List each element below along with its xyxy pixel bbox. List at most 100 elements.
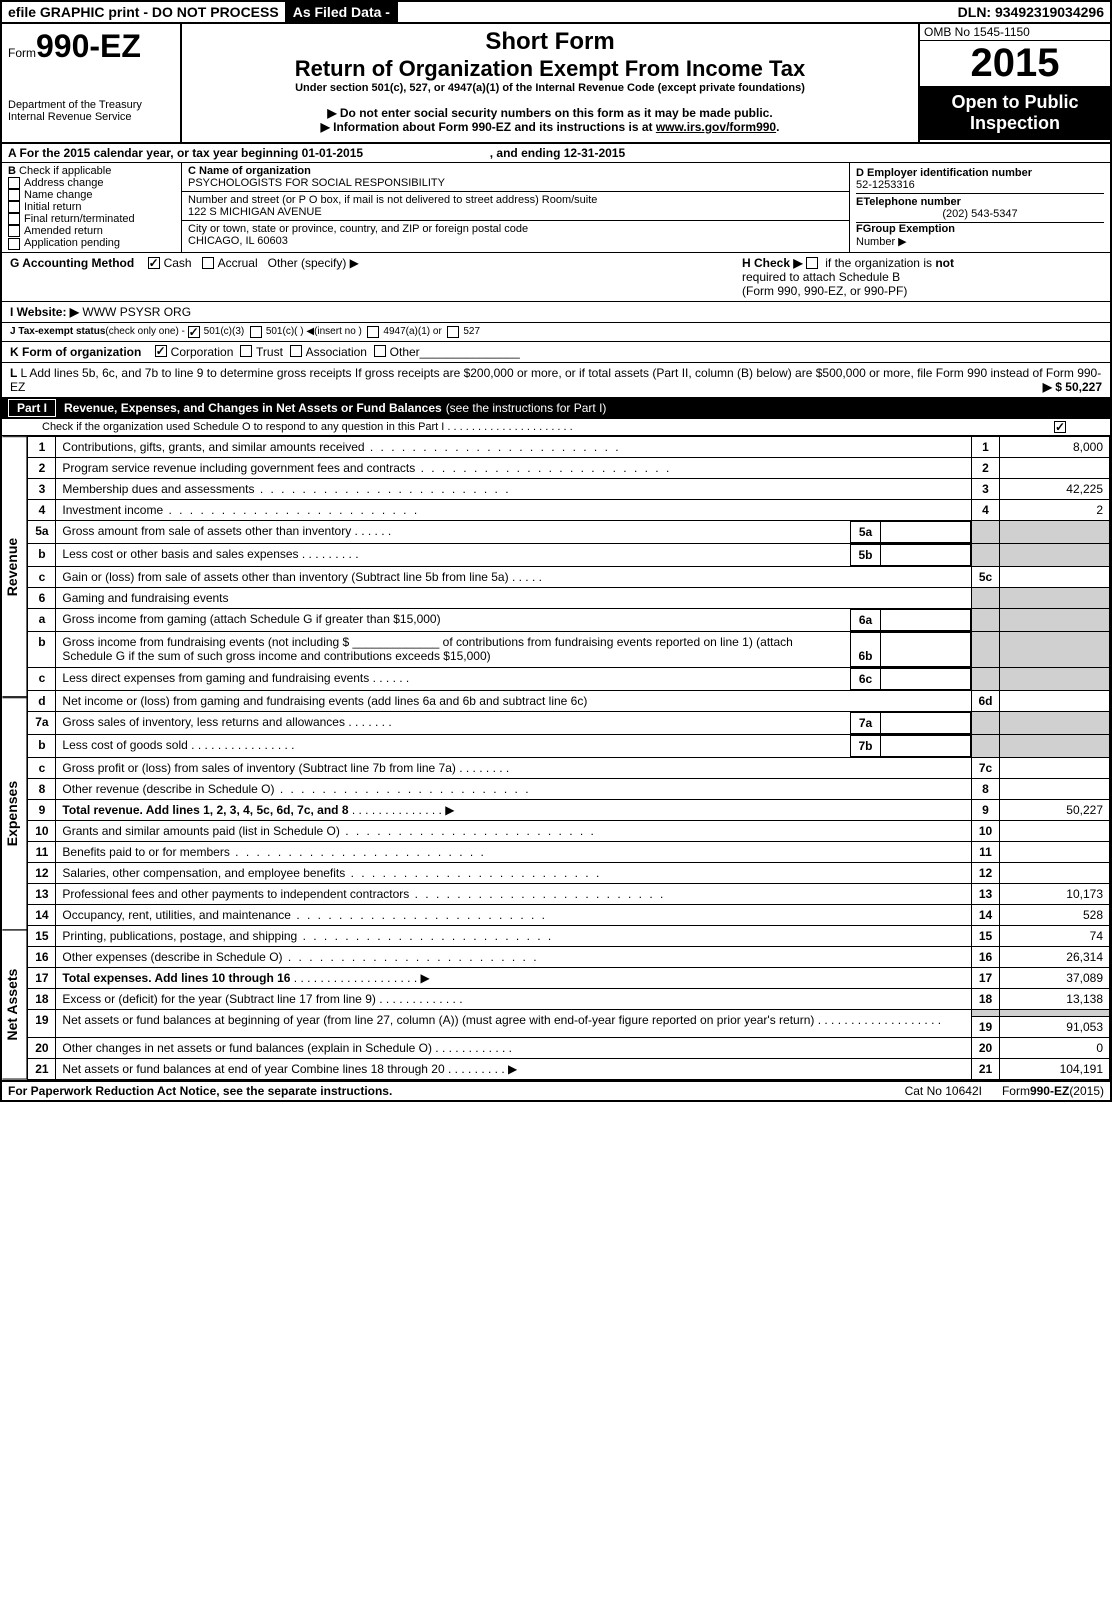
val-5c	[1000, 566, 1110, 587]
val-6d	[1000, 690, 1110, 711]
notice-1: ▶ Do not enter social security numbers o…	[192, 106, 908, 120]
part-1-check: Check if the organization used Schedule …	[2, 419, 1110, 436]
tax-year: 2015	[920, 41, 1110, 86]
footer-left: For Paperwork Reduction Act Notice, see …	[8, 1084, 392, 1098]
label-group-number: Number ▶	[856, 236, 907, 248]
section-b-to-f: B Check if applicable Address change Nam…	[2, 162, 1110, 252]
val-9: 50,227	[1000, 799, 1110, 820]
checkbox-corp[interactable]	[155, 345, 167, 357]
row-i: I Website: ▶ WWW PSYSR ORG	[2, 301, 1110, 322]
checkbox-final-return[interactable]	[8, 213, 20, 225]
footer-form: Form990-EZ(2015)	[1002, 1084, 1104, 1098]
checkbox-initial-return[interactable]	[8, 201, 20, 213]
checkbox-527[interactable]	[447, 326, 459, 338]
label-ein: D Employer identification number	[856, 167, 1104, 179]
org-address: 122 S MICHIGAN AVENUE	[188, 206, 843, 218]
side-labels: Revenue Expenses Net Assets	[2, 436, 27, 1080]
row-l: L L Add lines 5b, 6c, and 7b to line 9 t…	[2, 362, 1110, 397]
dept-line2: Internal Revenue Service	[8, 111, 174, 123]
checkbox-schedule-b[interactable]	[806, 257, 818, 269]
checkbox-trust[interactable]	[240, 345, 252, 357]
val-10	[1000, 820, 1110, 841]
lines-table: 1Contributions, gifts, grants, and simil…	[27, 436, 1110, 1080]
label-website: I Website: ▶	[10, 305, 79, 319]
return-title: Return of Organization Exempt From Incom…	[188, 56, 912, 82]
row-k: K Form of organization Corporation Trust…	[2, 341, 1110, 362]
row-g-h: G Accounting Method Cash Accrual Other (…	[2, 252, 1110, 301]
label-phone: ETelephone number	[856, 196, 1104, 208]
l-text: L Add lines 5b, 6c, and 7b to line 9 to …	[10, 366, 1101, 394]
row-j: J Tax-exempt status(check only one) - 50…	[2, 322, 1110, 341]
val-16: 26,314	[1000, 946, 1110, 967]
label-city: City or town, state or province, country…	[188, 223, 843, 235]
section-a: A For the 2015 calendar year, or tax yea…	[2, 142, 1110, 162]
val-11	[1000, 841, 1110, 862]
checkbox-cash[interactable]	[148, 257, 160, 269]
dln-label: DLN: 93492319034296	[952, 2, 1110, 22]
part-number: Part I	[8, 399, 56, 417]
val-15: 74	[1000, 925, 1110, 946]
side-expenses: Expenses	[2, 697, 27, 930]
checkbox-assoc[interactable]	[290, 345, 302, 357]
col-d: D Employer identification number 52-1253…	[850, 163, 1110, 252]
col-b: B Check if applicable Address change Nam…	[2, 163, 182, 252]
side-revenue: Revenue	[2, 436, 27, 697]
label-org-name: C Name of organization	[188, 165, 843, 177]
checkbox-address-change[interactable]	[8, 177, 20, 189]
phone: (202) 543-5347	[856, 208, 1104, 220]
checkbox-schedule-o[interactable]	[1054, 421, 1066, 433]
checkbox-501c[interactable]	[250, 326, 262, 338]
checkbox-other-org[interactable]	[374, 345, 386, 357]
footer-cat: Cat No 10642I	[905, 1084, 982, 1098]
label-tax-status: J Tax-exempt status	[10, 326, 105, 337]
part-sub: (see the instructions for Part I)	[446, 401, 607, 415]
val-7c	[1000, 757, 1110, 778]
checkbox-accrual[interactable]	[202, 257, 214, 269]
val-21: 104,191	[1000, 1058, 1110, 1079]
part-1-header: Part I Revenue, Expenses, and Changes in…	[2, 397, 1110, 419]
label-accounting: G Accounting Method	[10, 256, 134, 270]
label-form-org: K Form of organization	[10, 345, 141, 359]
checkbox-4947[interactable]	[367, 326, 379, 338]
val-3: 42,225	[1000, 478, 1110, 499]
efile-label: efile GRAPHIC print - DO NOT PROCESS	[2, 2, 285, 22]
omb-number: OMB No 1545-1150	[920, 24, 1110, 41]
form-header: Form990-EZ Department of the Treasury In…	[2, 24, 1110, 142]
col-c: C Name of organization PSYCHOLOGISTS FOR…	[182, 163, 850, 252]
val-2	[1000, 457, 1110, 478]
form-number: 990-EZ	[36, 28, 141, 64]
as-filed-box: As Filed Data -	[285, 2, 398, 22]
checkbox-501c3[interactable]	[188, 326, 200, 338]
dept-line1: Department of the Treasury	[8, 99, 174, 111]
checkbox-amended[interactable]	[8, 225, 20, 237]
val-1: 8,000	[1000, 436, 1110, 457]
org-name: PSYCHOLOGISTS FOR SOCIAL RESPONSIBILITY	[188, 177, 843, 189]
checkbox-name-change[interactable]	[8, 189, 20, 201]
website: WWW PSYSR ORG	[82, 305, 191, 319]
val-14: 528	[1000, 904, 1110, 925]
val-18: 13,138	[1000, 988, 1110, 1009]
val-4: 2	[1000, 499, 1110, 520]
form-prefix: Form	[8, 46, 36, 60]
val-12	[1000, 862, 1110, 883]
short-form-title: Short Form	[188, 28, 912, 56]
val-8	[1000, 778, 1110, 799]
org-city: CHICAGO, IL 60603	[188, 235, 843, 247]
label-group-exempt: FGroup Exemption	[856, 223, 955, 235]
part-1-body: Revenue Expenses Net Assets 1Contributio…	[2, 436, 1110, 1080]
l-amount: ▶ $ 50,227	[1043, 380, 1102, 394]
form-page: efile GRAPHIC print - DO NOT PROCESS As …	[0, 0, 1112, 1102]
irs-link[interactable]: www.irs.gov/form990	[656, 120, 776, 134]
label-address: Number and street (or P O box, if mail i…	[188, 194, 843, 206]
checkbox-app-pending[interactable]	[8, 238, 20, 250]
ein: 52-1253316	[856, 179, 1104, 191]
page-footer: For Paperwork Reduction Act Notice, see …	[2, 1080, 1110, 1100]
top-bar: efile GRAPHIC print - DO NOT PROCESS As …	[2, 2, 1110, 24]
val-17: 37,089	[1000, 967, 1110, 988]
val-13: 10,173	[1000, 883, 1110, 904]
under-section: Under section 501(c), 527, or 4947(a)(1)…	[188, 82, 912, 94]
val-19: 91,053	[1000, 1016, 1110, 1037]
open-to-public: Open to Public Inspection	[920, 86, 1110, 140]
side-net-assets: Net Assets	[2, 930, 27, 1080]
notice-2: ▶ Information about Form 990-EZ and its …	[192, 120, 908, 134]
